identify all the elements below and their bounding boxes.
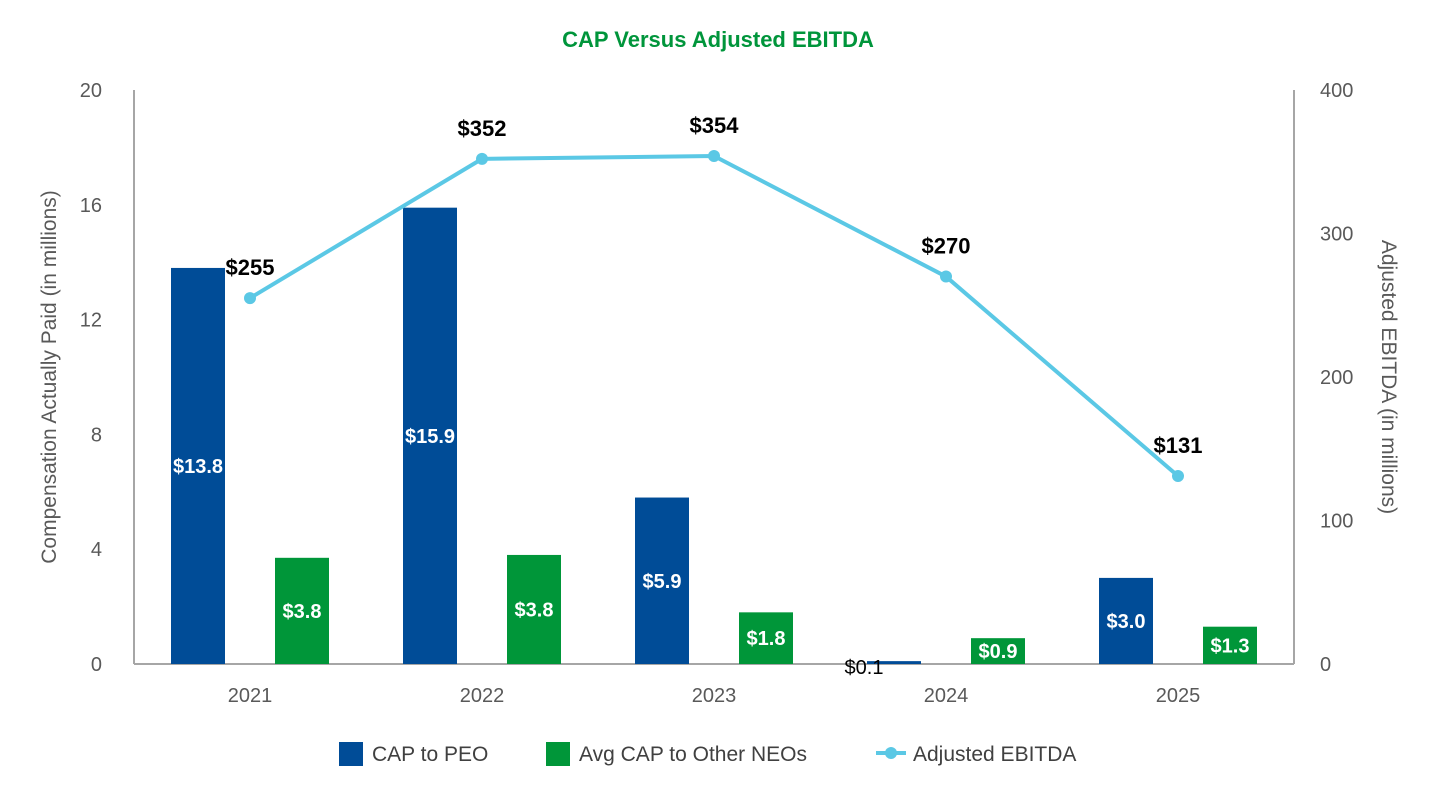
legend-label: Avg CAP to Other NEOs bbox=[579, 743, 807, 766]
y-tick-label: 12 bbox=[80, 310, 102, 332]
y2-axis-label: Adjusted EBITDA (in millions) bbox=[1377, 240, 1400, 514]
legend-swatch bbox=[339, 742, 363, 766]
y2-tick-label: 300 bbox=[1320, 224, 1353, 246]
bar bbox=[1099, 577, 1153, 664]
legend-label: CAP to PEO bbox=[372, 743, 488, 766]
data-labels: $13.8 $15.9 $5.9 $0.1 $3.0 $3.8 $3.8 $1.8 $0.9 $1… bbox=[173, 113, 1250, 679]
y-tick-label: 8 bbox=[91, 424, 102, 446]
y2-tick-label: 400 bbox=[1320, 80, 1353, 102]
ebitda-line bbox=[248, 154, 1180, 478]
bar bbox=[971, 638, 1025, 664]
bar-data-label: $13.8 bbox=[173, 456, 223, 478]
bar bbox=[171, 267, 225, 664]
x-tick-label: 2023 bbox=[692, 685, 737, 707]
bar-data-label: $3.8 bbox=[283, 601, 322, 623]
legend-marker bbox=[885, 747, 897, 759]
ebitda-point bbox=[244, 292, 256, 305]
y-tick-label: 16 bbox=[80, 195, 102, 217]
bar-data-label: $5.9 bbox=[643, 571, 682, 593]
bars bbox=[171, 207, 1257, 665]
bar bbox=[635, 497, 689, 664]
bar bbox=[507, 554, 561, 664]
x-tick-label: 2024 bbox=[924, 685, 969, 707]
bar-data-label: $15.9 bbox=[405, 426, 455, 448]
bar-data-label: $3.0 bbox=[1107, 611, 1146, 633]
x-tick-label: 2022 bbox=[460, 685, 505, 707]
bar bbox=[275, 557, 329, 664]
bar bbox=[403, 207, 457, 665]
x-tick-label: 2021 bbox=[228, 685, 273, 707]
y-tick-label: 0 bbox=[91, 654, 102, 676]
y2-tick-label: 200 bbox=[1320, 367, 1353, 389]
bar bbox=[867, 661, 921, 664]
x-tick-label: 2025 bbox=[1156, 685, 1201, 707]
bar-data-label: $0.9 bbox=[979, 641, 1018, 663]
line-data-label: $255 bbox=[226, 255, 275, 280]
ebitda-point bbox=[940, 270, 952, 283]
legend-swatch bbox=[546, 742, 570, 766]
line-data-label: $270 bbox=[922, 234, 971, 259]
y-axis-label: Compensation Actually Paid (in millions) bbox=[38, 190, 61, 564]
line-data-label: $354 bbox=[690, 113, 740, 138]
y-tick-label: 20 bbox=[80, 80, 102, 102]
legend: CAP to PEO Avg CAP to Other NEOs Adjusted … bbox=[339, 742, 1076, 766]
ebitda-point bbox=[708, 150, 720, 163]
y2-tick-label: 0 bbox=[1320, 654, 1331, 676]
line-data-label: $131 bbox=[1154, 433, 1203, 458]
bar bbox=[1203, 626, 1257, 664]
chart-title: CAP Versus Adjusted EBITDA bbox=[562, 27, 874, 52]
bar-data-label: $0.1 bbox=[845, 657, 884, 679]
y-tick-label: 4 bbox=[91, 539, 102, 561]
bar-data-label: $3.8 bbox=[515, 599, 554, 621]
bar bbox=[739, 612, 793, 664]
line-series bbox=[244, 150, 1184, 483]
bar-data-label: $1.3 bbox=[1211, 635, 1250, 657]
legend-label: Adjusted EBITDA bbox=[913, 743, 1076, 766]
ebitda-point bbox=[1172, 470, 1184, 483]
bar-data-label: $1.8 bbox=[747, 628, 786, 650]
y2-tick-label: 100 bbox=[1320, 511, 1353, 533]
line-data-label: $352 bbox=[458, 116, 507, 141]
ebitda-point bbox=[476, 152, 488, 165]
